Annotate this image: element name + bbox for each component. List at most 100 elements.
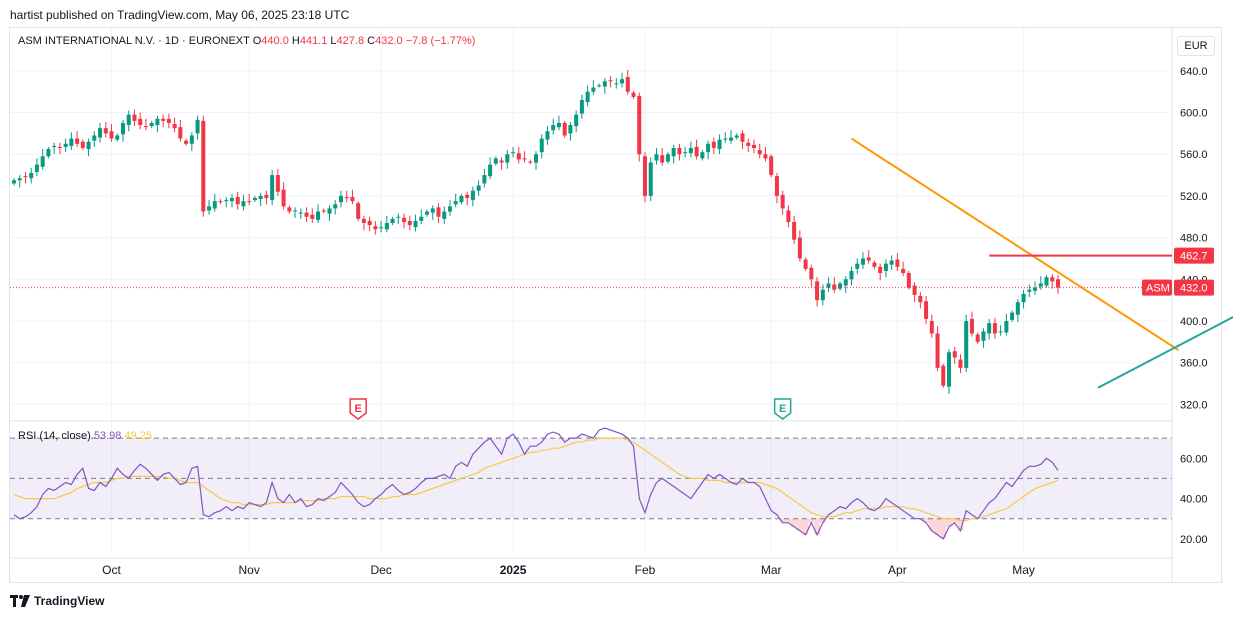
candle-body (23, 176, 28, 178)
candle-body (436, 207, 441, 217)
candles (11, 69, 1061, 394)
candle-body (482, 175, 487, 184)
candle-body (304, 212, 309, 217)
candle-body (522, 158, 527, 160)
rsi-tick-label: 20.00 (1180, 534, 1208, 546)
symbol-header: ASM INTERNATIONAL N.V. · 1D · EURONEXT O… (18, 35, 475, 47)
candle-body (700, 152, 705, 159)
time-tick-label: May (1012, 563, 1035, 577)
high-label: H (291, 35, 300, 47)
candle-body (17, 178, 22, 181)
candle-body (803, 259, 808, 269)
candle-body (751, 144, 756, 148)
candle-body (143, 126, 148, 128)
resistance-price-label: 462.7 (1180, 251, 1208, 263)
rsi-ma-line (13, 437, 1059, 522)
candle-body (184, 140, 189, 144)
candle-body (528, 161, 533, 163)
rsi-oversold-fill (928, 518, 935, 531)
candle-body (367, 220, 372, 226)
rsi-oversold-fill (923, 518, 929, 523)
candle-body (981, 331, 986, 341)
candle-body (293, 210, 298, 212)
candle-body (688, 147, 693, 154)
candle-body (895, 259, 900, 267)
candle-body (711, 141, 716, 148)
rsi-oversold-fill (934, 518, 941, 535)
candle-body (1033, 287, 1038, 291)
candle-body (476, 185, 481, 191)
axes: 320.0360.0400.0440.0480.0520.0560.0600.0… (102, 66, 1214, 577)
candle-body (218, 201, 223, 203)
time-tick-label: Dec (370, 563, 391, 577)
candle-body (562, 122, 567, 136)
trendlines (10, 137, 1233, 389)
candle-body (769, 156, 774, 176)
candle-body (935, 333, 940, 368)
candle-body (1038, 283, 1043, 287)
candle-body (419, 216, 424, 221)
candle-body (379, 227, 384, 229)
candle-body (533, 154, 539, 163)
time-tick-label: Oct (102, 563, 121, 577)
candle-body (224, 200, 229, 202)
candle-body (746, 142, 751, 146)
candle-body (620, 79, 625, 84)
candle-body (809, 267, 814, 280)
candle-body (677, 147, 682, 155)
candle-body (637, 95, 642, 155)
candle-body (333, 204, 338, 209)
candle-body (241, 201, 246, 207)
candle-body (195, 119, 200, 134)
candle-body (115, 135, 120, 140)
time-tick-label: Apr (888, 563, 907, 577)
rsi-ma-value: 49.25 (124, 430, 152, 442)
candle-body (212, 201, 217, 209)
candle-body (109, 131, 114, 139)
currency-button[interactable]: EUR (1177, 36, 1215, 56)
candle-body (350, 196, 355, 202)
tradingview-logo-icon (10, 595, 30, 607)
candle-body (316, 211, 321, 220)
price-tick-label: 640.0 (1180, 66, 1208, 78)
candle-body (229, 198, 234, 202)
candle-body (597, 85, 602, 87)
candle-body (918, 295, 923, 303)
candle-body (706, 143, 711, 153)
time-tick-label: Feb (635, 563, 656, 577)
candle-body (671, 147, 676, 157)
candle-body (1010, 312, 1015, 320)
candle-body (264, 194, 269, 198)
candle-body (287, 207, 292, 212)
candle-body (361, 218, 366, 224)
candle-body (275, 175, 280, 192)
candle-body (625, 77, 630, 92)
candle-body (1055, 279, 1061, 288)
candle-body (941, 365, 946, 386)
candle-body (338, 195, 343, 203)
candle-body (499, 160, 504, 163)
candle-body (34, 164, 39, 172)
candle-body (551, 125, 556, 131)
candle-body (729, 137, 734, 141)
rsi-value: 53.98 (93, 430, 122, 442)
candle-body (585, 91, 590, 103)
candle-body (172, 124, 177, 129)
symbol-tag (1142, 279, 1172, 296)
candle-body (860, 258, 865, 265)
candle-body (763, 154, 768, 159)
candle-body (488, 164, 493, 177)
candle-body (992, 323, 997, 334)
candle-body (86, 141, 91, 150)
candle-body (602, 81, 607, 87)
candle-body (958, 359, 963, 368)
rsi-label: RSI (14, close) (18, 430, 91, 442)
candle-body (780, 194, 785, 209)
candle-body (252, 198, 257, 201)
candle-body (402, 217, 407, 222)
candle-body (166, 118, 171, 123)
candle-body (258, 195, 263, 200)
candle-body (952, 351, 957, 358)
candle-body (872, 262, 877, 267)
